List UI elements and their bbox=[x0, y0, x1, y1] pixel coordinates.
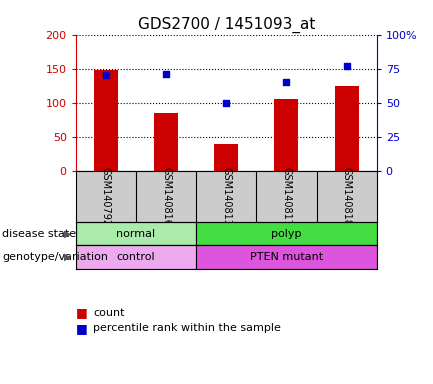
Bar bbox=[94, 70, 118, 171]
Text: ▶: ▶ bbox=[64, 228, 71, 239]
Text: ■: ■ bbox=[76, 322, 87, 335]
Point bbox=[343, 63, 350, 69]
Text: ▶: ▶ bbox=[64, 252, 71, 262]
Bar bbox=[76, 222, 196, 245]
Text: polyp: polyp bbox=[271, 228, 302, 239]
Bar bbox=[154, 113, 178, 171]
Text: GSM140817: GSM140817 bbox=[281, 167, 291, 226]
Bar bbox=[335, 86, 359, 171]
Text: GSM140816: GSM140816 bbox=[161, 167, 171, 226]
Text: PTEN mutant: PTEN mutant bbox=[250, 252, 323, 262]
Text: count: count bbox=[93, 308, 125, 318]
Point bbox=[283, 79, 290, 85]
Bar bbox=[76, 245, 196, 269]
Text: GSM140818: GSM140818 bbox=[342, 167, 352, 226]
Text: disease state: disease state bbox=[2, 228, 76, 239]
Text: control: control bbox=[116, 252, 155, 262]
Text: genotype/variation: genotype/variation bbox=[2, 252, 108, 262]
Point bbox=[223, 99, 229, 106]
Text: ■: ■ bbox=[76, 306, 87, 319]
Bar bbox=[214, 144, 238, 171]
Text: percentile rank within the sample: percentile rank within the sample bbox=[93, 323, 281, 333]
Title: GDS2700 / 1451093_at: GDS2700 / 1451093_at bbox=[138, 17, 315, 33]
Text: GSM140792: GSM140792 bbox=[101, 167, 111, 226]
Text: normal: normal bbox=[116, 228, 155, 239]
Bar bbox=[196, 222, 377, 245]
Bar bbox=[275, 99, 298, 171]
Bar bbox=[196, 245, 377, 269]
Point bbox=[102, 72, 109, 78]
Text: GSM140813: GSM140813 bbox=[221, 167, 231, 226]
Point bbox=[163, 71, 170, 77]
